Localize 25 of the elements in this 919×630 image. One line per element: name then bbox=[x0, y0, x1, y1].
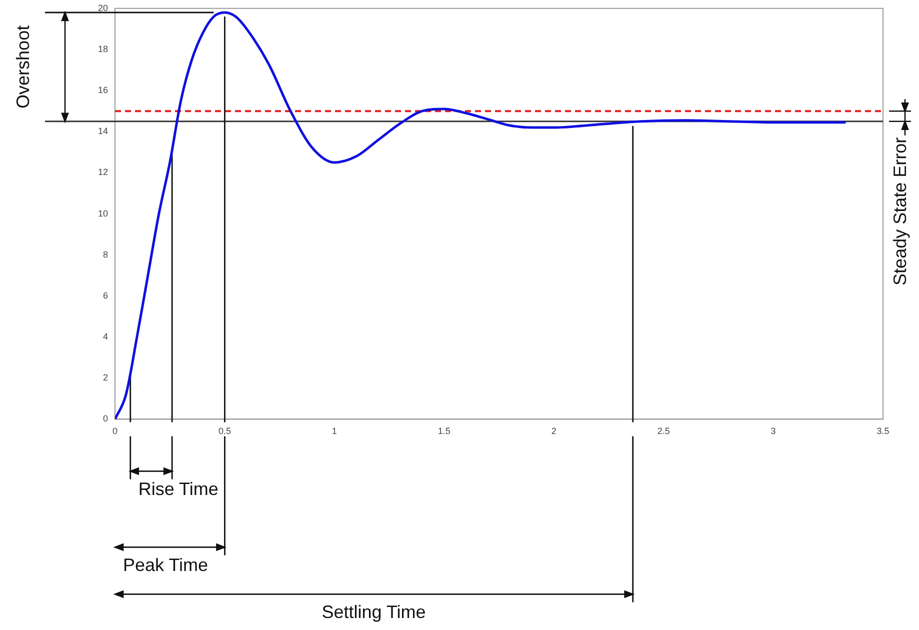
y-tick-label: 10 bbox=[98, 208, 108, 218]
text: Rise Time bbox=[138, 479, 218, 500]
y-tick-label: 12 bbox=[98, 167, 108, 178]
text: Settling Time bbox=[322, 602, 426, 622]
y-tick-label: 0 bbox=[102, 414, 108, 424]
x-tick-label: 1.5 bbox=[438, 426, 450, 436]
x-tick-label: 2 bbox=[551, 426, 556, 436]
line-series bbox=[115, 11, 847, 420]
y-tick-label: 14 bbox=[98, 126, 108, 136]
x-tick-label: 0 bbox=[112, 426, 118, 436]
text: Overshoot bbox=[12, 25, 33, 108]
x-tick-label: 2.5 bbox=[657, 426, 670, 436]
y-tick-label: 4 bbox=[102, 332, 108, 342]
x-tick-label: 3 bbox=[770, 426, 776, 436]
y-tick-label: 6 bbox=[102, 290, 108, 300]
y-tick-label: 18 bbox=[98, 44, 108, 54]
x-tick-label: 0.5 bbox=[218, 426, 231, 436]
y-tick-label: 20 bbox=[98, 2, 108, 13]
text: Steady State Error bbox=[890, 137, 910, 286]
x-tick-label: 3.5 bbox=[876, 426, 890, 436]
y-tick-label: 2 bbox=[102, 372, 108, 383]
text: Peak Time bbox=[123, 555, 208, 576]
y-tick-label: 16 bbox=[98, 85, 108, 96]
y-tick-label: 8 bbox=[102, 249, 108, 260]
x-tick-label: 1 bbox=[332, 426, 337, 436]
